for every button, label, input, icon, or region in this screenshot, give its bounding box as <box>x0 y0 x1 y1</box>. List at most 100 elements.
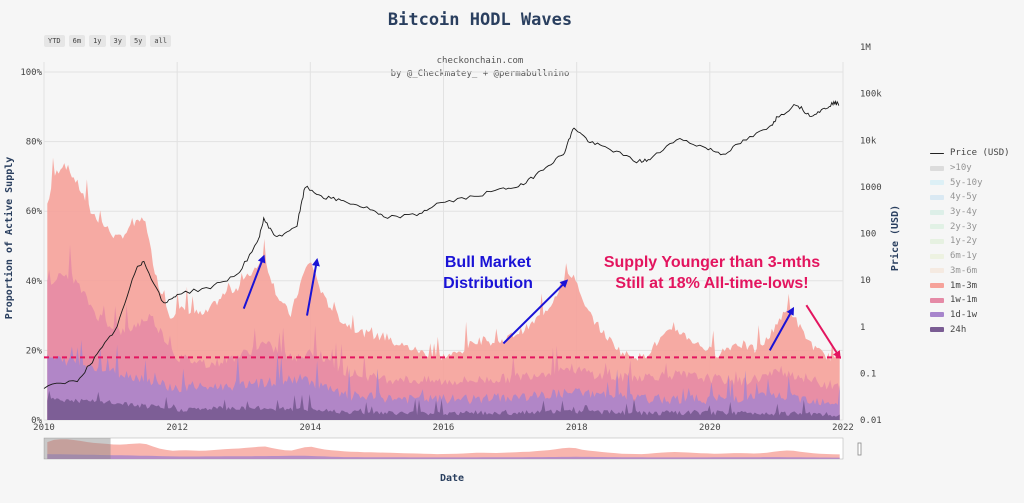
chart-title: Bitcoin HODL Waves <box>387 10 573 30</box>
legend-label: 4y-5y <box>950 192 978 203</box>
legend-item[interactable]: 1y-2y <box>930 234 1010 249</box>
area-1d-1w <box>47 340 840 420</box>
range-button-1y[interactable]: 1y <box>89 35 106 47</box>
y-left-tick-label: 0% <box>31 416 42 426</box>
price-line-group <box>43 99 840 389</box>
y-right-tick-label: 0.01 <box>860 416 882 426</box>
annotation-arrow <box>768 306 795 351</box>
y-right-tick-label: 0.1 <box>860 369 876 379</box>
legend-item[interactable]: 6m-1y <box>930 249 1010 264</box>
legend-label: 1w-1m <box>950 295 978 306</box>
legend-label: 1y-2y <box>950 236 978 247</box>
legend-label: 2y-3y <box>950 221 978 232</box>
price-line <box>43 99 840 389</box>
legend-swatch <box>930 238 944 244</box>
y-right-tick-label: 100 <box>860 230 876 240</box>
legend-item[interactable]: 3m-6m <box>930 264 1010 279</box>
legend-item[interactable]: 24h <box>930 322 1010 337</box>
legend-swatch <box>930 209 944 215</box>
legend-item[interactable]: 1d-1w <box>930 308 1010 323</box>
y-left-tick-label: 20% <box>26 346 43 356</box>
chart-credit: checkonchain.com by @_Checkmatey_ + @per… <box>290 55 670 81</box>
y-right-tick-label: 10 <box>860 276 871 286</box>
range-button-6m[interactable]: 6m <box>68 35 86 47</box>
area-24h <box>47 390 840 420</box>
legend-item[interactable]: 3y-4y <box>930 205 1010 220</box>
y-right-tick-label: 10k <box>860 136 877 146</box>
annotation-arrow <box>242 254 266 309</box>
y-left-axis-ticks: 0% 20% 40% 60% 80% 100% <box>20 68 42 426</box>
x-axis-label: Date <box>440 473 464 484</box>
legend-swatch <box>930 165 944 171</box>
legend-item[interactable]: 1w-1m <box>930 293 1010 308</box>
stacked-areas <box>47 157 840 420</box>
x-tick-label: 2012 <box>166 423 188 433</box>
legend-label: 3m-6m <box>950 265 978 276</box>
legend-swatch <box>930 297 944 303</box>
annotation-text: Bull Market <box>445 254 532 271</box>
legend-swatch <box>930 180 944 186</box>
y-right-tick-label: 100k <box>860 90 882 100</box>
legend-label: >10y <box>950 163 972 174</box>
range-slider-mask <box>44 438 111 459</box>
legend-swatch <box>930 152 944 154</box>
legend-label: 1m-3m <box>950 280 978 291</box>
legend-label: Price (USD) <box>950 148 1010 159</box>
legend-label: 3y-4y <box>950 207 978 218</box>
range-selector: YTD 6m 1y 3y 5y all <box>44 35 172 47</box>
legend-swatch <box>930 253 944 259</box>
annotation-arrow <box>502 279 569 345</box>
range-button-5y[interactable]: 5y <box>129 35 147 47</box>
legend-label: 24h <box>950 324 967 335</box>
annotation-texts: Bull Market Distribution Supply Younger th… <box>443 254 820 292</box>
legend-swatch <box>930 224 944 230</box>
annotation-arrow <box>306 257 320 316</box>
legend-item[interactable]: >10y <box>930 161 1010 176</box>
y-right-tick-label: 1M <box>860 43 871 53</box>
legend-swatch <box>930 194 944 200</box>
y-left-tick-label: 40% <box>26 277 43 287</box>
legend-swatch <box>930 283 944 289</box>
annotation-text: Supply Younger than 3-mths <box>604 254 820 271</box>
x-tick-label: 2018 <box>566 423 588 433</box>
legend-item[interactable]: 4y-5y <box>930 190 1010 205</box>
x-tick-label: 2014 <box>299 423 321 433</box>
legend-swatch <box>930 268 944 274</box>
range-slider-area-2 <box>47 454 840 459</box>
y-right-tick-label: 1 <box>860 323 865 333</box>
range-button-all[interactable]: all <box>150 35 172 47</box>
legend-label: 5y-10y <box>950 177 983 188</box>
legend-item[interactable]: 1m-3m <box>930 278 1010 293</box>
y-left-tick-label: 60% <box>26 207 43 217</box>
y-right-tick-label: 1000 <box>860 183 882 193</box>
legend-swatch <box>930 312 944 318</box>
y-right-axis-ticks: 0.01 0.1 1 10 100 1000 10k 100k 1M <box>860 43 882 426</box>
y-left-tick-label: 100% <box>20 68 42 78</box>
credit-site: checkonchain.com <box>436 56 524 66</box>
legend-label: 1d-1w <box>950 309 978 320</box>
x-tick-label: 2010 <box>33 423 55 433</box>
x-tick-label: 2016 <box>433 423 455 433</box>
range-button-3y[interactable]: 3y <box>109 35 126 47</box>
legend-item[interactable]: 5y-10y <box>930 175 1010 190</box>
annotation-arrow <box>805 304 841 360</box>
credit-authors: by @_Checkmatey_ + @permabullnino <box>390 69 570 79</box>
legend-item[interactable]: 2y-3y <box>930 219 1010 234</box>
range-slider-handle <box>857 442 862 456</box>
area-1w-1m <box>47 244 840 420</box>
x-tick-label: 2020 <box>699 423 721 433</box>
annotation-text: Still at 18% All-time-lows! <box>615 275 808 292</box>
y-right-axis-label: Price (USD) <box>889 205 901 271</box>
y-left-tick-label: 80% <box>26 138 43 148</box>
y-left-axis-label: Proportion of Active Supply <box>3 157 15 320</box>
annotation-text: Distribution <box>443 275 533 292</box>
legend-item[interactable]: Price (USD) <box>930 146 1010 161</box>
annotation-arrows <box>242 254 841 360</box>
legend-swatch <box>930 327 944 333</box>
legend: Price (USD) >10y 5y-10y 4y-5y 3y-4y 2y-3y 1y-2… <box>930 146 1010 337</box>
x-axis-ticks: 2010 2012 2014 2016 2018 2020 2022 <box>33 423 854 433</box>
legend-label: 6m-1y <box>950 251 978 262</box>
range-slider[interactable] <box>43 437 862 460</box>
range-button-ytd[interactable]: YTD <box>44 35 65 47</box>
